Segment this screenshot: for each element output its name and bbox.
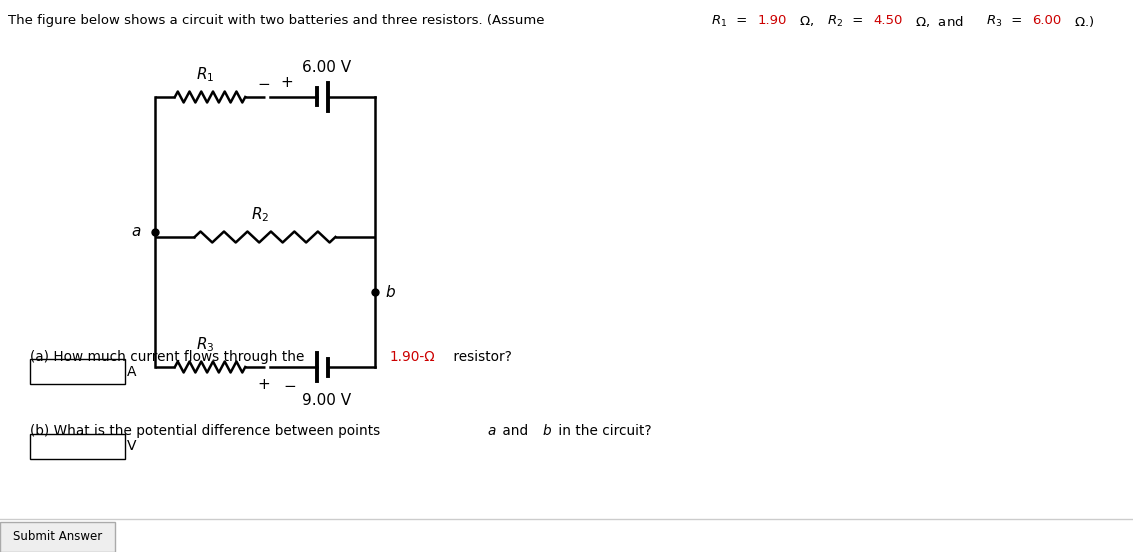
Text: 6.00: 6.00 [1032, 14, 1062, 27]
Text: =: = [1007, 14, 1026, 27]
Text: 9.00 V: 9.00 V [303, 393, 351, 408]
Text: $+$: $+$ [257, 377, 271, 392]
Text: b: b [543, 424, 552, 438]
Text: $R_3$: $R_3$ [986, 14, 1003, 29]
Text: =: = [732, 14, 751, 27]
Text: V: V [127, 439, 137, 454]
Text: $R_1$: $R_1$ [712, 14, 727, 29]
Text: $\Omega$,: $\Omega$, [795, 14, 820, 28]
Text: 1.90: 1.90 [757, 14, 786, 27]
Text: $\Omega$.): $\Omega$.) [1070, 14, 1094, 29]
Text: a: a [487, 424, 496, 438]
Text: and: and [499, 424, 533, 438]
Text: $R_1$: $R_1$ [196, 65, 214, 84]
Text: $R_2$: $R_2$ [250, 205, 270, 224]
Text: $\Omega$,  and: $\Omega$, and [911, 14, 969, 29]
FancyBboxPatch shape [31, 359, 125, 384]
Text: $-$: $-$ [283, 377, 297, 392]
Text: =: = [847, 14, 868, 27]
Text: (a) How much current flows through the: (a) How much current flows through the [31, 350, 309, 364]
Text: $a$: $a$ [130, 225, 140, 240]
Text: The figure below shows a circuit with two batteries and three resistors. (Assume: The figure below shows a circuit with tw… [8, 14, 553, 27]
Text: $b$: $b$ [385, 284, 397, 300]
Text: $+$: $+$ [281, 75, 293, 90]
Text: resistor?: resistor? [449, 350, 511, 364]
Text: 6.00 V: 6.00 V [303, 60, 351, 75]
Text: $-$: $-$ [257, 75, 271, 90]
Text: in the circuit?: in the circuit? [554, 424, 651, 438]
Text: (b) What is the potential difference between points: (b) What is the potential difference bet… [31, 424, 385, 438]
FancyBboxPatch shape [0, 522, 116, 552]
Text: $R_3$: $R_3$ [196, 335, 214, 354]
Text: $R_2$: $R_2$ [827, 14, 843, 29]
Text: A: A [127, 364, 137, 379]
Text: 1.90-Ω: 1.90-Ω [390, 350, 435, 364]
Text: 4.50: 4.50 [874, 14, 903, 27]
FancyBboxPatch shape [31, 434, 125, 459]
Text: Submit Answer: Submit Answer [12, 530, 102, 544]
